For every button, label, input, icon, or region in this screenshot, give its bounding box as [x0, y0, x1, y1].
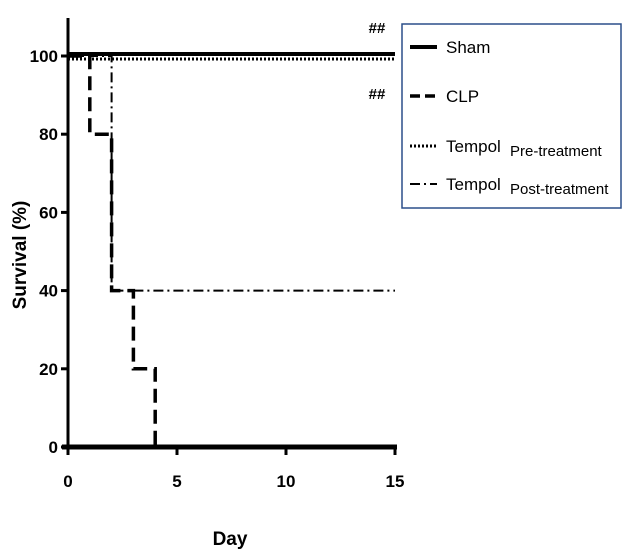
- legend: Sham CLP Tempol Pre-treatment Tempol Post-tre…: [401, 23, 622, 209]
- y-tick-label: 0: [49, 438, 58, 457]
- legend-label-suffix: Post-treatment: [510, 181, 609, 198]
- annotation-bottom: ##: [369, 86, 386, 103]
- x-tick-label: 15: [386, 472, 405, 491]
- y-tick-label: 60: [39, 203, 58, 222]
- x-tick-label: 0: [63, 472, 72, 491]
- legend-label: Tempol: [446, 175, 501, 194]
- y-tick-label: 80: [39, 125, 58, 144]
- x-axis-label: Day: [213, 529, 248, 550]
- series-line-1: [68, 54, 157, 447]
- legend-label: Sham: [446, 38, 490, 57]
- legend-label: Tempol: [446, 137, 501, 156]
- y-tick-label: 40: [39, 282, 58, 301]
- legend-box: [401, 23, 622, 209]
- x-tick-label: 10: [277, 472, 296, 491]
- y-axis-label: Survival (%): [10, 201, 31, 310]
- series-line-3: [68, 55, 395, 292]
- legend-label: CLP: [446, 87, 479, 106]
- x-tick-label: 5: [172, 472, 181, 491]
- y-tick-label: 20: [39, 360, 58, 379]
- y-tick-label: 100: [30, 47, 58, 66]
- annotation-top: ##: [369, 20, 386, 37]
- legend-label-suffix: Pre-treatment: [510, 143, 603, 160]
